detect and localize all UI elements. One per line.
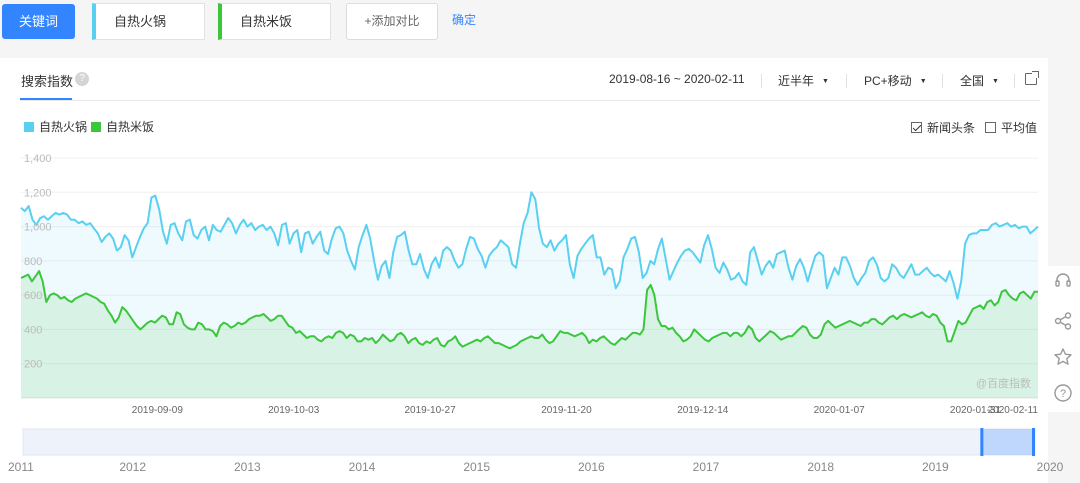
average-checkbox-label: 平均值 [1001,121,1038,135]
date-range-label[interactable]: 2019-08-16 ~ 2020-02-11 [609,72,745,86]
navigator-track [22,428,1036,456]
navigator-year-label: 2018 [807,460,834,474]
panel-title: 搜索指数 [21,74,74,89]
navigator-year-label: 2014 [349,460,376,474]
navigator-year-label: 2017 [693,460,720,474]
term-rice-field[interactable]: 自热米饭 [218,3,331,40]
y-tick-label: 600 [24,290,42,302]
y-tick-label: 400 [24,324,42,336]
navigator-handle[interactable] [980,428,984,456]
caret-down-icon: ▼ [992,78,999,85]
x-tick-label: 2019-10-27 [404,405,456,416]
legend-item-hotpot[interactable]: 自热火锅 [24,118,87,135]
y-tick-label: 1,400 [24,153,52,165]
period-value: 近半年 [778,74,815,88]
navigator-year-label: 2015 [463,460,490,474]
keyword-bar: 关键词 自热火锅 自热米饭 +添加对比 确定 [0,0,1080,46]
filter-separator [1014,74,1015,88]
y-tick-label: 1,200 [24,187,52,199]
news-checkbox[interactable]: 新闻头条 [911,119,975,136]
watermark-text: @百度指数 [976,376,1031,390]
help-icon[interactable]: ? [75,72,89,86]
series-line-rice [20,270,1038,350]
checkbox-checked-icon [911,122,922,133]
x-tick-label: 2019-12-14 [677,405,729,416]
title-divider [20,100,1040,101]
star-icon[interactable] [1053,347,1073,367]
region-value: 全国 [960,74,985,88]
device-select[interactable]: PC+移动 ▼ [864,72,927,89]
filter-separator [846,74,847,88]
legend-label: 自热米饭 [106,120,155,134]
confirm-link[interactable]: 确定 [452,13,477,27]
y-tick-label: 800 [24,256,42,268]
share-icon[interactable] [1053,311,1073,331]
headset-icon[interactable] [1053,271,1073,291]
navigator-selection[interactable] [980,429,1035,455]
navigator-year-label: 2011 [8,460,34,474]
x-tick-label: 2019-09-09 [132,405,184,416]
filter-separator [761,74,762,88]
search-index-panel: 搜索指数 ? 2019-08-16 ~ 2020-02-11 近半年 ▼ PC+移… [0,58,1048,483]
legend-swatch [24,122,34,132]
average-checkbox[interactable]: 平均值 [985,119,1037,136]
navigator-handle[interactable] [1032,428,1035,456]
floating-toolbar: ? [1046,266,1080,412]
navigator-year-label: 2016 [578,460,605,474]
period-select[interactable]: 近半年 ▼ [778,72,829,89]
y-tick-label: 1,000 [24,222,52,234]
x-tick-label: 2020-01-07 [814,405,866,416]
y-tick-label: 200 [24,359,42,371]
legend-swatch [91,122,101,132]
series-line-hotpot [20,191,1039,300]
filter-separator [942,74,943,88]
x-tick-label: 2019-10-03 [268,405,320,416]
legend-item-rice[interactable]: 自热米饭 [91,118,154,135]
x-tick-label: 2019-11-20 [541,405,592,416]
device-value: PC+移动 [864,74,912,88]
news-checkbox-label: 新闻头条 [927,121,976,135]
navigator-year-label: 2013 [234,460,261,474]
keyword-button[interactable]: 关键词 [2,4,75,39]
caret-down-icon: ▼ [822,78,829,85]
series-area-hotpot [21,192,1038,398]
caret-down-icon: ▼ [919,78,927,85]
title-underline [20,98,72,100]
navigator-year-label: 2019 [922,460,949,474]
navigator-year-label: 2012 [119,460,146,474]
svg-text:?: ? [1060,388,1066,400]
add-compare-button[interactable]: +添加对比 [346,3,438,40]
legend-label: 自热火锅 [39,120,88,134]
series-area-rice [21,271,1038,398]
x-tick-label: 2020-01-31 [950,405,1002,416]
region-select[interactable]: 全国 ▼ [960,72,999,89]
question-icon[interactable]: ? [1053,383,1073,403]
x-tick-label: 2020-02-11 [988,405,1039,416]
checkbox-empty-icon [985,122,996,133]
term-hotpot-field[interactable]: 自热火锅 [92,3,205,40]
navigator-year-label: 2020 [1037,460,1064,474]
external-link-icon[interactable] [1025,71,1039,85]
